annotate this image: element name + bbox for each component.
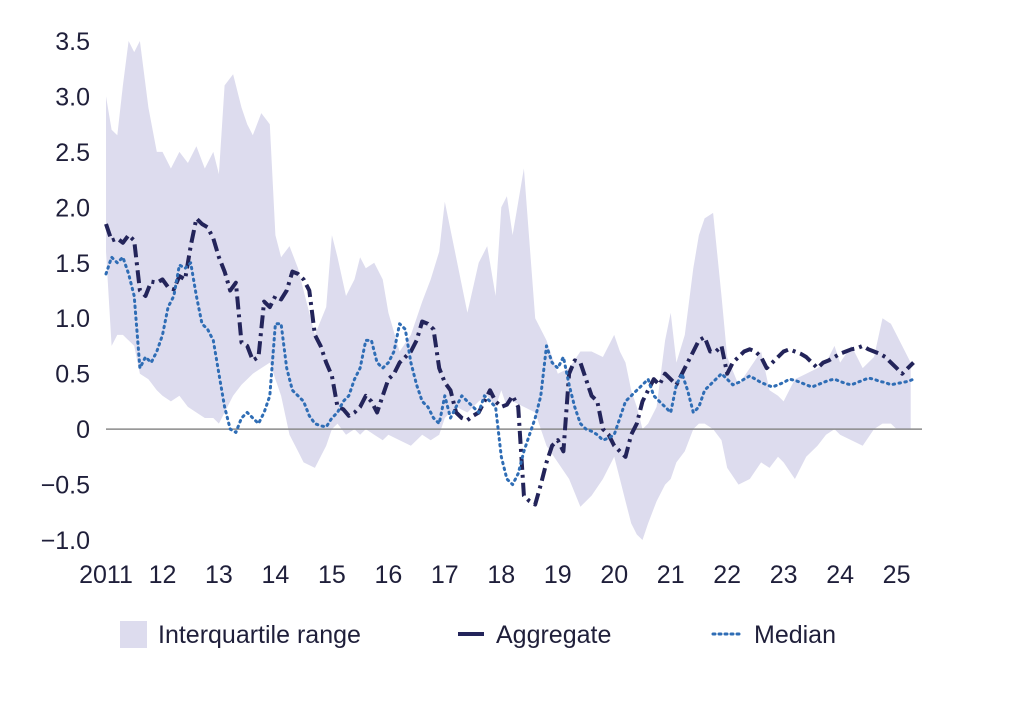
y-tick-label: 2.5 [55,139,90,167]
iqr-layer [106,41,911,540]
y-tick-label: 1.5 [55,250,90,278]
x-tick-label: 19 [544,561,572,589]
x-tick-label: 23 [770,561,798,589]
x-tick-label: 14 [262,561,290,589]
x-tick-label: 20 [600,561,628,589]
x-axis-ticks: 2011 12 13 14 15 16 17 18 19 20 21 22 23 24 25 [79,561,910,589]
y-tick-label: −1.0 [41,527,90,555]
x-tick-label: 17 [431,561,459,589]
y-tick-label: −0.5 [41,472,90,500]
x-tick-label: 21 [657,561,685,589]
x-tick-label: 25 [883,561,911,589]
median-line [104,255,915,487]
y-tick-label: 0.5 [55,361,90,389]
legend: Interquartile range Aggregate Median [120,621,836,649]
iqr-band [106,41,911,540]
legend-label-aggregate: Aggregate [496,621,611,649]
x-tick-label: 12 [149,561,177,589]
x-tick-label: 22 [713,561,741,589]
y-axis-ticks: 3.5 3.0 2.5 2.0 1.5 1.0 0.5 0 −0.5 −1.0 [41,28,90,555]
y-tick-label: 0 [76,416,90,444]
y-tick-label: 3.0 [55,83,90,111]
x-tick-label: 18 [487,561,515,589]
x-tick-label: 24 [826,561,854,589]
aggregate-line [104,216,915,507]
legend-swatch-iqr [120,621,147,648]
x-tick-label: 13 [205,561,233,589]
x-tick-label: 16 [374,561,402,589]
x-tick-label: 2011 [79,561,133,589]
y-tick-label: 3.5 [55,28,90,56]
x-tick-label: 15 [318,561,346,589]
y-tick-label: 2.0 [55,194,90,222]
y-tick-label: 1.0 [55,305,90,333]
series-layer [104,216,915,507]
legend-label-median: Median [754,621,836,649]
legend-label-iqr: Interquartile range [158,621,361,649]
